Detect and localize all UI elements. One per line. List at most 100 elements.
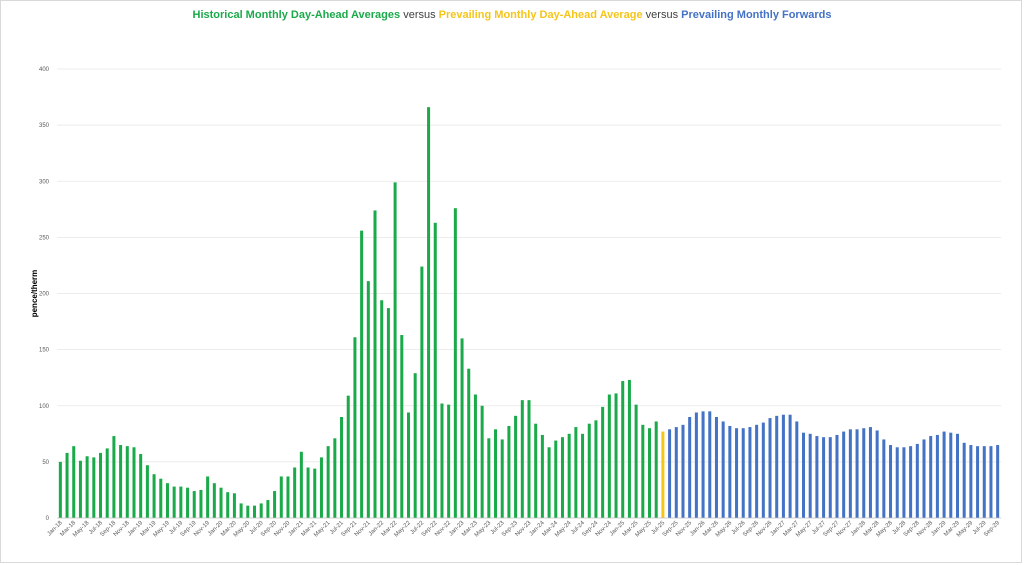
historical-bar [500, 439, 504, 518]
chart-title: Historical Monthly Day-Ahead Averages ve… [0, 9, 1024, 21]
historical-bar [621, 381, 625, 518]
forward-bar [902, 447, 906, 518]
historical-bar [72, 446, 76, 518]
historical-bar [152, 474, 156, 518]
historical-bar [340, 416, 344, 518]
forward-bar [842, 431, 846, 518]
historical-bar [253, 505, 257, 518]
forward-bar [868, 427, 872, 518]
historical-bar [601, 406, 605, 518]
forward-bar [801, 432, 805, 518]
historical-bar [654, 421, 658, 518]
historical-bar [473, 394, 477, 518]
historical-bar [139, 454, 143, 518]
historical-bar [92, 457, 96, 518]
forward-bar [875, 430, 879, 518]
forward-bar [982, 446, 986, 518]
historical-bar [567, 433, 571, 518]
forward-bar [688, 416, 692, 518]
historical-bar [346, 395, 350, 518]
forward-bar [714, 416, 718, 518]
historical-bar [273, 491, 277, 518]
historical-bar [186, 487, 190, 518]
historical-bar [366, 281, 370, 518]
historical-bar [78, 460, 82, 518]
historical-bar [594, 420, 598, 518]
historical-bar [534, 423, 538, 518]
historical-bar [480, 405, 484, 518]
y-tick-label: 300 [39, 179, 50, 185]
historical-bar [380, 300, 384, 518]
historical-bar [246, 505, 250, 518]
title-historical: Historical Monthly Day-Ahead Averages [192, 9, 401, 21]
forward-bar [755, 424, 759, 518]
historical-bar [494, 429, 498, 518]
historical-bar [179, 486, 183, 518]
historical-bar [299, 451, 303, 518]
title-prevailing: Prevailing Monthly Day-Ahead Average [438, 9, 643, 21]
historical-bar [319, 457, 323, 518]
forward-bar [681, 424, 685, 518]
historical-bar [554, 440, 558, 518]
historical-bar [420, 266, 424, 518]
forward-bar [741, 428, 745, 518]
historical-bar [393, 182, 397, 518]
historical-bar [540, 434, 544, 518]
historical-bar [219, 487, 223, 518]
historical-bar [65, 452, 69, 518]
y-tick-label: 150 [39, 348, 50, 354]
historical-bar [85, 456, 89, 518]
forward-bar [989, 446, 993, 518]
historical-bar [306, 467, 310, 518]
forward-bar [795, 421, 799, 518]
historical-bar [447, 404, 451, 518]
historical-bar [192, 491, 196, 518]
forward-bar [835, 434, 839, 518]
historical-bar [574, 427, 578, 518]
forward-bar [949, 432, 953, 518]
forward-bar [781, 414, 785, 518]
forward-bar [708, 411, 712, 518]
y-tick-label: 250 [39, 235, 50, 241]
forward-bar [862, 428, 866, 518]
historical-bar [427, 107, 431, 518]
historical-bar [507, 425, 511, 518]
forward-bar [815, 436, 819, 518]
y-tick-label: 0 [46, 516, 50, 522]
forward-bar [935, 434, 939, 518]
historical-bar [165, 483, 169, 518]
historical-bar [172, 486, 176, 518]
title-versus-2: versus [642, 9, 682, 21]
historical-bar [453, 208, 457, 518]
forward-bar [788, 414, 792, 518]
historical-bar [206, 476, 210, 518]
title-versus-1: versus [400, 9, 439, 21]
historical-bar [627, 379, 631, 518]
forward-bar [996, 445, 1000, 518]
forward-bar [929, 436, 933, 518]
historical-bar [259, 503, 263, 518]
forward-bar [768, 418, 772, 518]
historical-bar [614, 393, 618, 518]
forward-bar [748, 427, 752, 518]
historical-bar [634, 404, 638, 518]
forward-bar [889, 445, 893, 518]
historical-bar [440, 403, 444, 518]
historical-bar [313, 468, 317, 518]
forward-bar [674, 427, 678, 518]
y-axis-label: pence/therm [30, 270, 39, 318]
x-tick-label: Sep-29 [983, 520, 1001, 538]
title-forwards: Prevailing Monthly Forwards [681, 9, 832, 21]
forward-bar [735, 428, 739, 518]
historical-bar [607, 394, 611, 518]
forward-bar [775, 415, 779, 518]
historical-bar [99, 452, 103, 518]
forward-bar [942, 431, 946, 518]
forward-bar [915, 443, 919, 518]
historical-bar [199, 489, 203, 518]
historical-bar [547, 447, 551, 518]
historical-bar [487, 438, 491, 518]
historical-bar [467, 368, 471, 518]
historical-bar [159, 478, 163, 518]
forward-bar [828, 437, 832, 518]
